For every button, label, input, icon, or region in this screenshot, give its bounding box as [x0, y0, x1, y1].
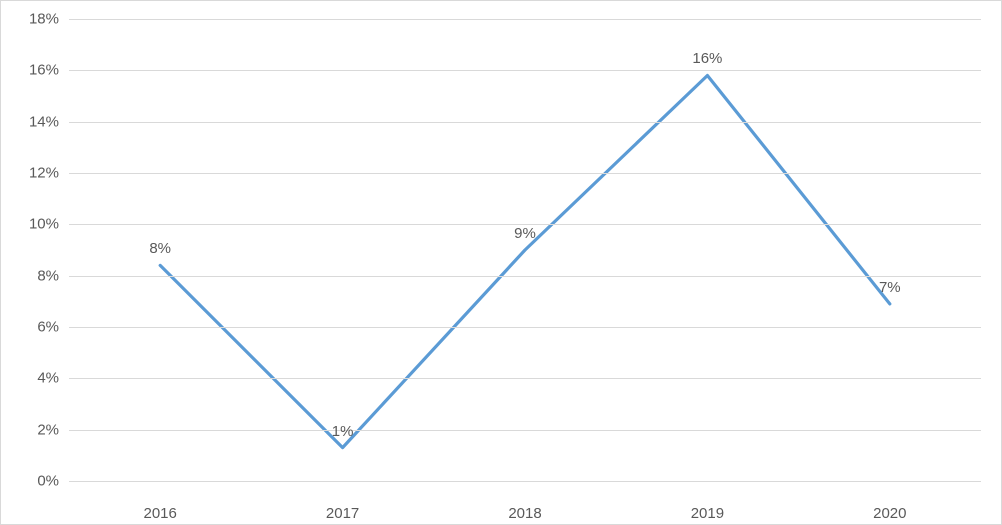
- data-label: 16%: [692, 50, 722, 67]
- plot-area: [69, 19, 981, 481]
- x-tick-label: 2018: [508, 505, 541, 522]
- gridline: [69, 276, 981, 277]
- y-tick-label: 6%: [9, 319, 59, 336]
- y-tick-label: 18%: [9, 11, 59, 28]
- data-label: 7%: [879, 279, 901, 296]
- data-label: 8%: [149, 240, 171, 257]
- gridline: [69, 430, 981, 431]
- x-tick-label: 2020: [873, 505, 906, 522]
- y-tick-label: 8%: [9, 267, 59, 284]
- y-tick-label: 0%: [9, 473, 59, 490]
- x-tick-label: 2019: [691, 505, 724, 522]
- y-tick-label: 4%: [9, 370, 59, 387]
- y-tick-label: 2%: [9, 421, 59, 438]
- line-series: [69, 19, 981, 481]
- data-label: 9%: [514, 225, 536, 242]
- x-tick-label: 2017: [326, 505, 359, 522]
- gridline: [69, 19, 981, 20]
- gridline: [69, 327, 981, 328]
- gridline: [69, 378, 981, 379]
- gridline: [69, 122, 981, 123]
- gridline: [69, 481, 981, 482]
- y-tick-label: 16%: [9, 62, 59, 79]
- y-tick-label: 14%: [9, 113, 59, 130]
- y-tick-label: 10%: [9, 216, 59, 233]
- y-tick-label: 12%: [9, 165, 59, 182]
- series-line: [160, 75, 890, 447]
- gridline: [69, 173, 981, 174]
- gridline: [69, 70, 981, 71]
- x-tick-label: 2016: [144, 505, 177, 522]
- data-label: 1%: [332, 423, 354, 440]
- chart-container: 0% 2% 4% 6% 8% 10% 12% 14% 16% 18% 2016 2017 2018 201…: [0, 0, 1002, 525]
